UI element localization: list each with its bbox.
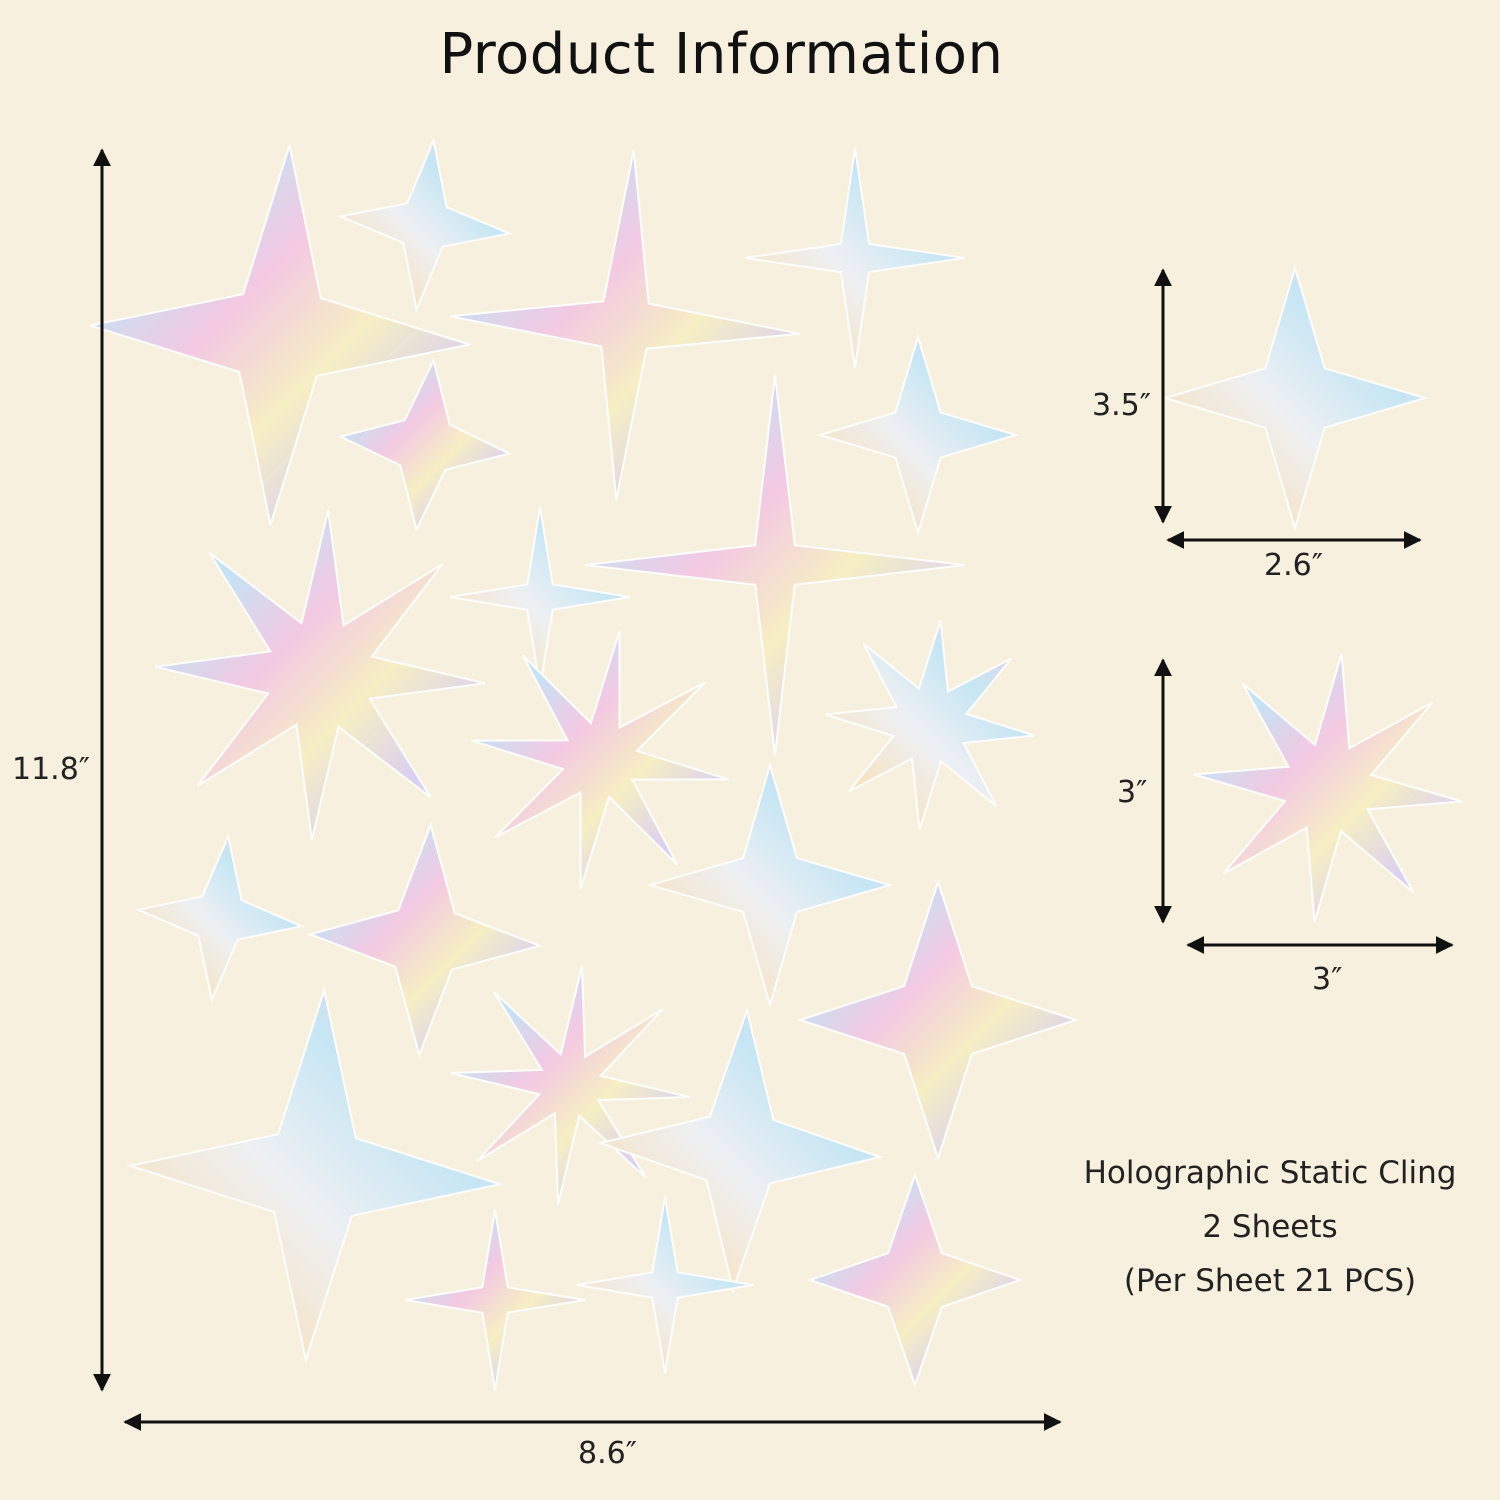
page-title: Product Information bbox=[439, 22, 1004, 87]
star-sticker-7 bbox=[154, 509, 486, 841]
info-material: Holographic Static Cling bbox=[1083, 1155, 1457, 1191]
large-star-height-label: 3.5″ bbox=[1092, 388, 1151, 423]
star-sticker-10 bbox=[825, 620, 1035, 830]
star-sticker-16 bbox=[126, 986, 504, 1364]
star-sticker-19 bbox=[404, 1209, 586, 1391]
star-sticker-18 bbox=[596, 1006, 884, 1294]
star-sticker-15 bbox=[796, 878, 1080, 1162]
star-sticker-22 bbox=[1161, 264, 1429, 532]
burst-star-height-label: 3″ bbox=[1117, 775, 1148, 810]
sheet-height-label: 11.8″ bbox=[12, 752, 91, 787]
star-sticker-13 bbox=[306, 821, 544, 1059]
burst-star-width-label: 3″ bbox=[1312, 962, 1343, 997]
star-sticker-11 bbox=[471, 631, 729, 889]
star-sticker-8 bbox=[449, 506, 631, 688]
star-sticker-1 bbox=[89, 144, 471, 526]
star-sticker-6 bbox=[816, 333, 1020, 537]
star-sticker-20 bbox=[576, 1196, 754, 1374]
sheet-width-label: 8.6″ bbox=[578, 1436, 637, 1471]
star-sticker-3 bbox=[450, 150, 800, 500]
star-sticker-23 bbox=[1193, 653, 1463, 923]
star-sticker-9 bbox=[584, 374, 966, 756]
star-sticker-14 bbox=[646, 761, 894, 1009]
large-star-width-label: 2.6″ bbox=[1264, 548, 1323, 583]
star-stickers bbox=[89, 136, 1463, 1391]
dimension-arrows bbox=[93, 148, 1454, 1431]
star-sticker-17 bbox=[450, 965, 690, 1205]
info-pieces: (Per Sheet 21 PCS) bbox=[1123, 1263, 1417, 1299]
star-sticker-21 bbox=[806, 1171, 1024, 1389]
star-sticker-2 bbox=[336, 136, 514, 314]
info-sheets: 2 Sheets bbox=[1202, 1209, 1338, 1245]
product-info: Holographic Static Cling 2 Sheets (Per S… bbox=[1060, 1146, 1480, 1308]
star-sticker-5 bbox=[337, 357, 513, 533]
star-sticker-4 bbox=[744, 147, 966, 369]
star-sticker-12 bbox=[135, 833, 305, 1003]
